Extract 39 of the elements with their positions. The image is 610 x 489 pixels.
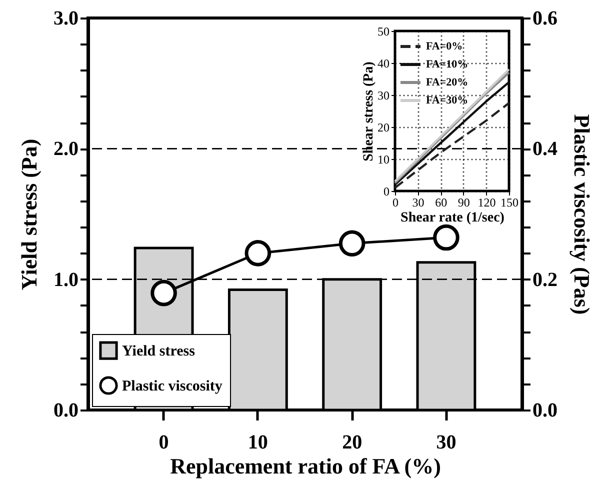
point	[338, 230, 366, 257]
x-tick-label: 30	[436, 432, 456, 454]
y-tick-label: 50	[378, 24, 390, 38]
x-axis-title: Shear rate (1/sec)	[400, 210, 505, 226]
y-tick-label: 2.0	[54, 138, 78, 160]
y2-tick-label: 0.4	[532, 138, 558, 160]
x-tick-label: 0	[392, 196, 398, 210]
x-tick-label: 150	[500, 196, 518, 210]
y2-axis-title: Plastic viscosity (Pas)	[570, 114, 594, 315]
y-axis-title: Yield stress (Pa)	[16, 138, 42, 290]
x-tick-label: 20	[342, 432, 362, 454]
legend-label: FA=0%	[426, 40, 463, 52]
y-tick-label: 30	[378, 88, 390, 102]
legend-label: Plastic viscosity	[122, 378, 223, 394]
y-tick-label: 10	[378, 152, 390, 166]
point	[433, 224, 460, 251]
y-axis-title: Shear stress (Pa)	[362, 61, 376, 162]
x-tick-label: 60	[435, 196, 448, 210]
y2-tick-label: 0.2	[532, 268, 558, 291]
y-tick-label: 0.0	[54, 400, 78, 422]
y2-tick-label: 0.6	[532, 8, 558, 30]
point	[244, 240, 272, 266]
x-tick-label: 120	[478, 196, 496, 210]
x-tick-label: 10	[248, 432, 268, 454]
y-tick-label: 40	[378, 56, 390, 70]
y-tick-label: 0	[384, 184, 390, 198]
y-tick-label: 20	[378, 120, 390, 134]
point	[150, 280, 177, 306]
x-tick-label: 90	[458, 196, 470, 210]
legend-label: FA=30%	[426, 94, 468, 106]
x-axis-title: Replacement ratio of FA (%)	[170, 454, 441, 478]
legend-label: FA=20%	[426, 76, 468, 88]
y-tick-label: 1.0	[54, 268, 78, 291]
y2-tick-label: 0.0	[532, 400, 558, 422]
x-tick-label: 0	[158, 432, 169, 454]
legend-label: Yield stress	[122, 344, 196, 360]
y-tick-label: 3.0	[54, 8, 78, 30]
legend-label: FA=10%	[426, 58, 468, 70]
x-tick-label: 30	[412, 196, 424, 210]
